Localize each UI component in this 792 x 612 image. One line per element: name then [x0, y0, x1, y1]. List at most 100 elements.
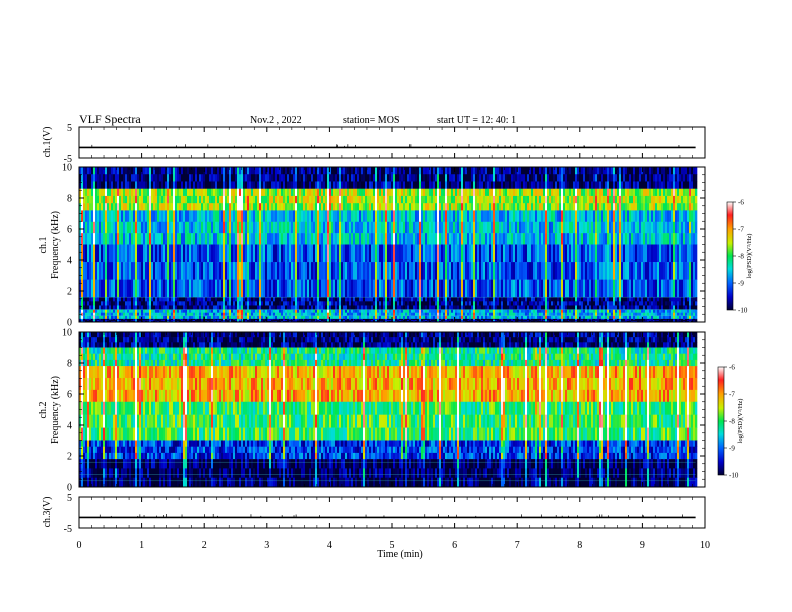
- ch1-spectrogram-cell: [549, 181, 552, 189]
- ch1-spectrogram-cell: [331, 305, 334, 310]
- ch1-spectrogram-cell: [369, 181, 372, 189]
- ch1-spectrogram-cell: [273, 174, 276, 182]
- ch1-spectrogram-cell: [339, 181, 342, 189]
- ch1-spectrogram-cell: [361, 203, 364, 211]
- ch1-spectrogram-cell: [433, 210, 436, 223]
- ch1-spectrogram-cell: [229, 188, 232, 197]
- ch1-spectrogram-cell: [111, 319, 114, 322]
- ch1-spectrogram-cell: [391, 174, 394, 182]
- ch1-spectrogram-cell: [241, 195, 244, 204]
- ch1-spectrogram-cell: [529, 188, 532, 197]
- ch1-spectrogram-cell: [99, 309, 102, 313]
- ch1-spectrogram-cell: [349, 312, 352, 317]
- ch1-spectrogram-cell: [517, 318, 520, 321]
- ch1-spectrogram-cell: [211, 210, 214, 223]
- ch1-spectrogram-cell: [147, 319, 150, 322]
- ch1-spectrogram-cell: [267, 301, 270, 306]
- ch1-spectrogram-cell: [285, 188, 288, 197]
- ch1-spectrogram-cell: [457, 319, 460, 322]
- ch1-spectrogram-cell: [359, 315, 362, 320]
- ch1-spectrogram-cell: [81, 279, 84, 298]
- ch1-spectrogram-cell: [421, 181, 424, 189]
- ch1-spectrogram-cell: [93, 309, 96, 313]
- ch1-spectrogram-cell: [109, 174, 112, 182]
- ch1-spectrogram-cell: [395, 188, 398, 197]
- date-label: Nov.2 , 2022: [250, 115, 302, 126]
- ch1-spectrogram-cell: [395, 244, 398, 263]
- ch1-spectrogram-cell: [377, 301, 380, 306]
- ch1-spectrogram-cell: [519, 262, 522, 280]
- ch1-spectrogram-cell: [333, 233, 336, 245]
- ch1-spectrogram-cell: [495, 305, 498, 310]
- ch1-spectrogram-cell: [407, 244, 410, 263]
- ch1-spectrogram-cell: [521, 305, 524, 310]
- ch1-spectrogram-cell: [167, 167, 170, 175]
- ch1-spectrogram-cell: [117, 262, 120, 280]
- ch1-spectrogram-cell: [93, 188, 96, 197]
- ch1-spectrogram-cell: [245, 315, 248, 320]
- ch1-spectrogram-cell: [211, 297, 214, 302]
- ch1-spectrogram-cell: [263, 305, 266, 310]
- ch1-spectrogram-cell: [383, 309, 386, 313]
- ch1-spectrogram-cell: [529, 203, 532, 211]
- ch1-spectrogram-cell: [273, 210, 276, 223]
- ch1-spectrogram-cell: [283, 188, 286, 197]
- ch1-spectrogram-cell: [129, 181, 132, 189]
- ch1-spectrogram-cell: [213, 195, 216, 204]
- ch1-spectrogram-cell: [189, 315, 192, 320]
- ch1-spectrogram-cell: [87, 309, 90, 313]
- ch1-spectrogram-cell: [395, 301, 398, 306]
- ch1-spectrogram-cell: [87, 167, 90, 175]
- ch1-spectrogram-cell: [301, 188, 304, 197]
- ch1-spectrogram-cell: [511, 181, 514, 189]
- ch1-spectrogram-cell: [371, 174, 374, 182]
- ch1-spectrogram-cell: [351, 195, 354, 204]
- ch1-spectrogram-cell: [441, 262, 444, 280]
- ch1-spectrogram-cell: [319, 174, 322, 182]
- ch1-spectrogram-cell: [277, 188, 280, 197]
- ch1-spectrogram-cell: [239, 244, 242, 263]
- ch1-spectrogram-cell: [429, 309, 432, 313]
- ch1-spectrogram-cell: [235, 181, 238, 189]
- ch1-spectrogram-cell: [541, 297, 544, 302]
- ch1-spectrogram-cell: [403, 319, 406, 322]
- ch1-spectrogram-cell: [431, 188, 434, 197]
- ch1-spectrogram-cell: [97, 210, 100, 223]
- ch1-spectrogram-cell: [173, 188, 176, 197]
- ch1-spectrogram-cell: [127, 174, 130, 182]
- ch1-spectrogram-cell: [421, 309, 424, 313]
- ch1-spectrogram-cell: [385, 309, 388, 313]
- ch1-spectrogram-cell: [281, 203, 284, 211]
- ch1-spectrogram-cell: [237, 203, 240, 211]
- ch1-spectrogram-cell: [131, 279, 134, 298]
- ch1-spectrogram-cell: [147, 262, 150, 280]
- ch1-spectrogram-cell: [173, 210, 176, 223]
- ch1-spectrogram-cell: [237, 174, 240, 182]
- ch1-spectrogram-cell: [467, 309, 470, 313]
- ch1-spectrogram-cell: [215, 174, 218, 182]
- ch1-spectrogram-cell: [235, 309, 238, 313]
- start-time-label: start UT = 12: 40: 1: [437, 115, 516, 126]
- ch1-spectrogram-cell: [499, 319, 502, 322]
- ch1-spectrogram-cell: [403, 210, 406, 223]
- ch1-spectrogram-cell: [253, 203, 256, 211]
- ch1-spectrogram-cell: [237, 297, 240, 302]
- ch1-spectrogram-cell: [545, 309, 548, 313]
- ch1-spectrogram-cell: [375, 167, 378, 175]
- ch1-spectrogram-cell: [107, 319, 110, 322]
- ch1-spectrogram-cell: [269, 233, 272, 245]
- ch1-spectrogram-cell: [193, 318, 196, 321]
- ch1-spectrogram-cell: [423, 301, 426, 306]
- ch1-spectrogram-cell: [315, 233, 318, 245]
- ch1-spectrogram-cell: [535, 301, 538, 306]
- ch1-spectrogram-cell: [531, 315, 534, 320]
- ch1-spectrogram-cell: [365, 174, 368, 182]
- ch1-spectrogram-cell: [331, 181, 334, 189]
- ch1-spectrogram-cell: [99, 233, 102, 245]
- ch1-spectrogram-cell: [493, 309, 496, 313]
- ch1-spectrogram-cell: [369, 195, 372, 204]
- ch1-spectrogram-cell: [431, 244, 434, 263]
- ch1-spectrogram-cell: [317, 203, 320, 211]
- ch1-spectrogram-cell: [101, 318, 104, 321]
- ch1-spectrogram-cell: [235, 318, 238, 321]
